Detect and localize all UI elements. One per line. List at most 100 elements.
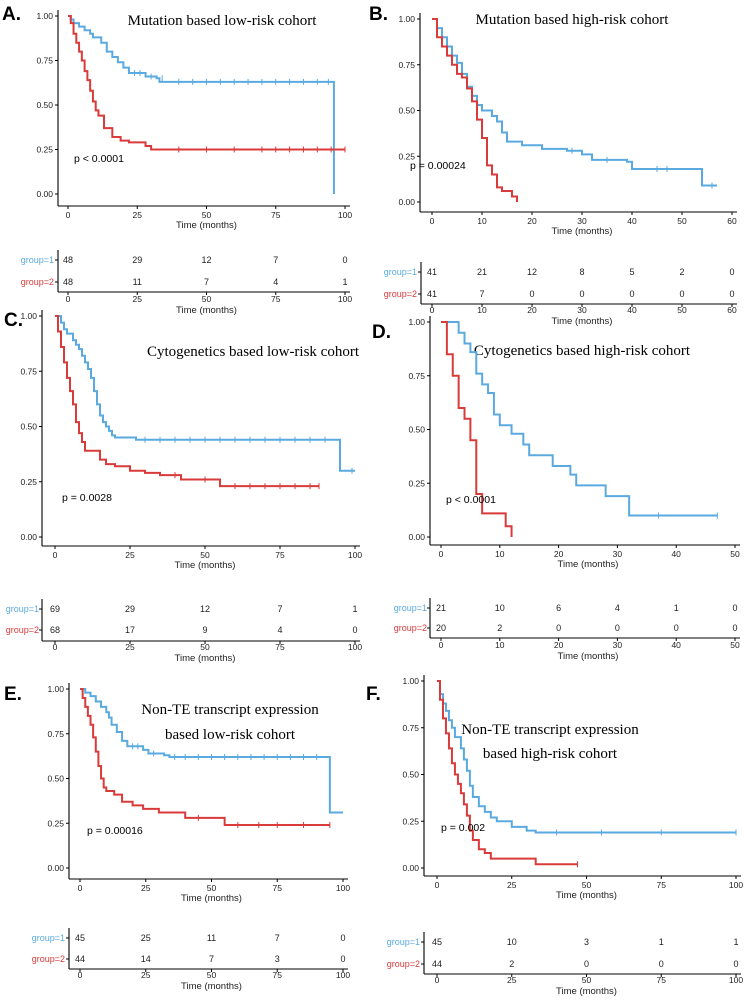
x-tick-label: 0 [53,550,58,560]
risk-count: 7 [209,954,214,964]
y-tick-label: 1.00 [47,684,64,694]
risk-x-tick-label: 75 [275,642,285,652]
risk-x-tick-label: 50 [677,305,687,315]
risk-x-tick-label: 0 [430,305,435,315]
km-curve-group-2 [80,688,330,827]
y-tick-label: 0.25 [402,816,419,826]
panel-title: Non-TE transcript expression [141,702,319,718]
risk-x-tick-label: 0 [439,640,444,650]
risk-count: 1 [733,937,738,947]
risk-x-tick-label: 100 [336,970,350,980]
risk-count: 41 [427,289,437,299]
risk-count: 1 [352,604,357,614]
km-curve-group-1 [432,18,717,187]
risk-x-axis-title: Time (months) [176,305,237,316]
risk-count: 0 [615,623,620,633]
x-tick-label: 0 [435,880,440,890]
risk-x-tick-label: 75 [273,970,283,980]
risk-count: 0 [556,623,561,633]
km-curve-group-1 [55,315,355,472]
risk-row-label: group=2 [387,959,420,969]
risk-count: 25 [141,933,151,943]
p-value: p = 0.00016 [87,825,143,837]
risk-count: 44 [432,959,442,969]
risk-row-label: group=1 [21,255,54,265]
risk-x-tick-label: 20 [554,640,564,650]
risk-x-tick-label: 100 [348,642,362,652]
risk-count: 0 [629,289,634,299]
x-tick-label: 10 [495,549,505,559]
risk-count: 11 [133,277,142,287]
risk-count: 48 [63,255,73,265]
risk-count: 29 [132,255,142,265]
p-value: p < 0.0001 [446,494,496,506]
panel-title: Mutation based high-risk cohort [476,12,670,28]
risk-count: 14 [141,954,151,964]
y-tick-label: 0.75 [408,371,425,381]
risk-count: 12 [201,255,211,265]
y-tick-label: 1.00 [402,676,419,686]
risk-count: 45 [75,933,85,943]
km-panel-4: E. Non-TE transcript expression based low-… [4,683,350,992]
risk-x-tick-label: 0 [78,970,83,980]
risk-row-label: group=2 [384,289,417,299]
risk-x-axis-title: Time (months) [556,986,617,997]
risk-count: 21 [436,603,446,613]
km-curve-group-2 [55,315,319,488]
x-axis-title: Time (months) [175,560,236,571]
panel-title: Cytogenetics based low-risk cohort [147,344,360,360]
x-tick-label: 40 [627,216,637,226]
risk-x-tick-label: 100 [338,294,352,304]
km-panel-3: D. Cytogenetics based high-risk cohort 0.0… [372,316,740,662]
risk-count: 20 [436,623,446,633]
p-value: p = 0.00024 [410,160,466,172]
panel-title: Non-TE transcript expression [461,722,639,738]
risk-row-label: group=2 [21,277,54,287]
x-tick-label: 30 [613,549,623,559]
y-tick-label: 0.25 [47,818,64,828]
risk-row-label: group=2 [32,954,65,964]
risk-x-tick-label: 100 [729,975,743,985]
y-tick-label: 0.50 [20,422,37,432]
x-tick-label: 75 [271,210,281,220]
risk-x-tick-label: 60 [727,305,737,315]
risk-count: 7 [273,255,278,265]
x-axis-title: Time (months) [181,893,242,904]
x-tick-label: 0 [66,210,71,220]
risk-row-label: group=1 [387,937,420,947]
risk-x-tick-label: 25 [125,642,135,652]
risk-count: 0 [579,289,584,299]
km-curve-group-1 [441,321,718,517]
risk-row-label: group=1 [394,603,427,613]
y-tick-label: 0.75 [398,60,415,70]
risk-x-tick-label: 20 [527,305,537,315]
risk-count: 0 [340,933,345,943]
y-tick-label: 0.00 [36,189,53,199]
km-curve-group-1 [68,15,335,194]
risk-count: 3 [275,954,280,964]
x-tick-label: 50 [202,210,212,220]
y-tick-label: 0.50 [402,770,419,780]
y-tick-label: 0.75 [20,366,37,376]
x-axis-title: Time (months) [176,220,237,231]
risk-count: 0 [679,289,684,299]
km-panel-1: B. Mutation based high-risk cohort 0.00 0.2… [369,4,737,327]
p-value: p = 0.0028 [62,492,112,504]
panel-letter: E. [4,684,22,705]
p-value: p < 0.0001 [74,153,124,165]
risk-count: 29 [125,604,135,614]
risk-count: 1 [342,277,347,287]
risk-count: 8 [579,267,584,277]
x-tick-label: 50 [200,550,210,560]
y-tick-label: 0.50 [47,774,64,784]
panel-letter: C. [4,310,23,331]
x-tick-label: 100 [348,550,362,560]
risk-count: 7 [479,289,484,299]
risk-count: 0 [729,289,734,299]
p-value: p = 0.002 [441,822,485,834]
risk-x-tick-label: 30 [577,305,587,315]
x-axis-title: Time (months) [552,226,613,237]
risk-count: 10 [495,603,505,613]
risk-count: 48 [63,277,73,287]
km-curve-group-2 [432,18,518,202]
